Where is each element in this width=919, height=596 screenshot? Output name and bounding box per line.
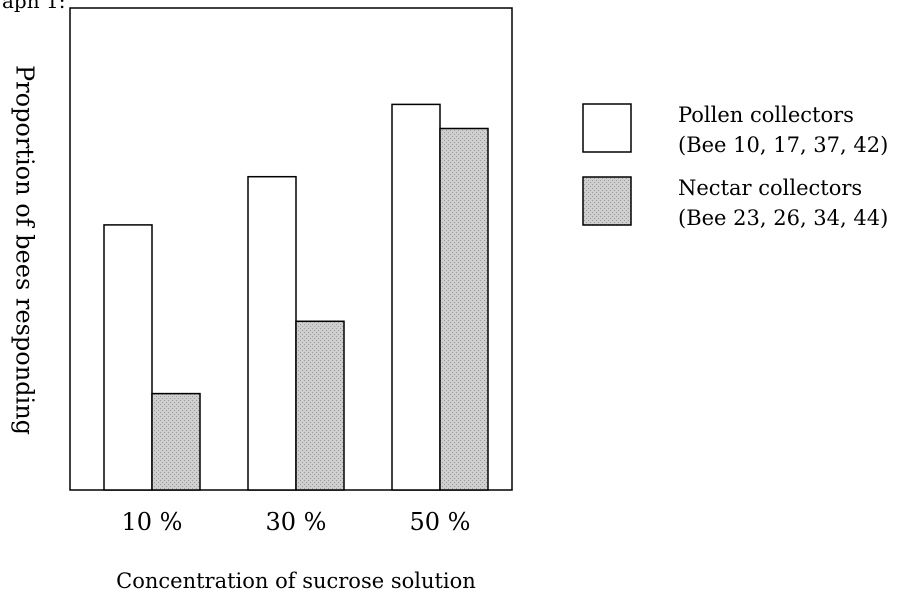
bar-nectar-1 [151,392,201,491]
x-tick-labels: 10 % 30 % 50 % [122,508,471,536]
bar-pollen-2 [247,175,297,491]
bar-pollen-3 [391,103,441,491]
bar-nectar-2 [295,320,345,491]
bar-pollen-1 [103,224,153,491]
legend-swatch-pollen [582,103,632,153]
x-axis-label: Concentration of sucrose solution [116,569,476,593]
y-axis-label: Proportion of bees responding [11,65,39,435]
legend: Pollen collectors (Bee 10, 17, 37, 42) Nec… [582,103,888,230]
legend-detail-nectar: (Bee 23, 26, 34, 44) [678,206,888,230]
x-tick-label: 30 % [266,508,327,536]
bar-nectar-3 [439,127,489,491]
legend-label-nectar: Nectar collectors [678,176,862,200]
x-tick-label: 10 % [122,508,183,536]
legend-label-pollen: Pollen collectors [678,103,854,127]
x-tick-label: 50 % [410,508,471,536]
legend-swatch-nectar [582,176,632,226]
bars-group [103,103,489,491]
legend-detail-pollen: (Bee 10, 17, 37, 42) [678,133,888,157]
page-header: aph 1: [2,0,65,13]
